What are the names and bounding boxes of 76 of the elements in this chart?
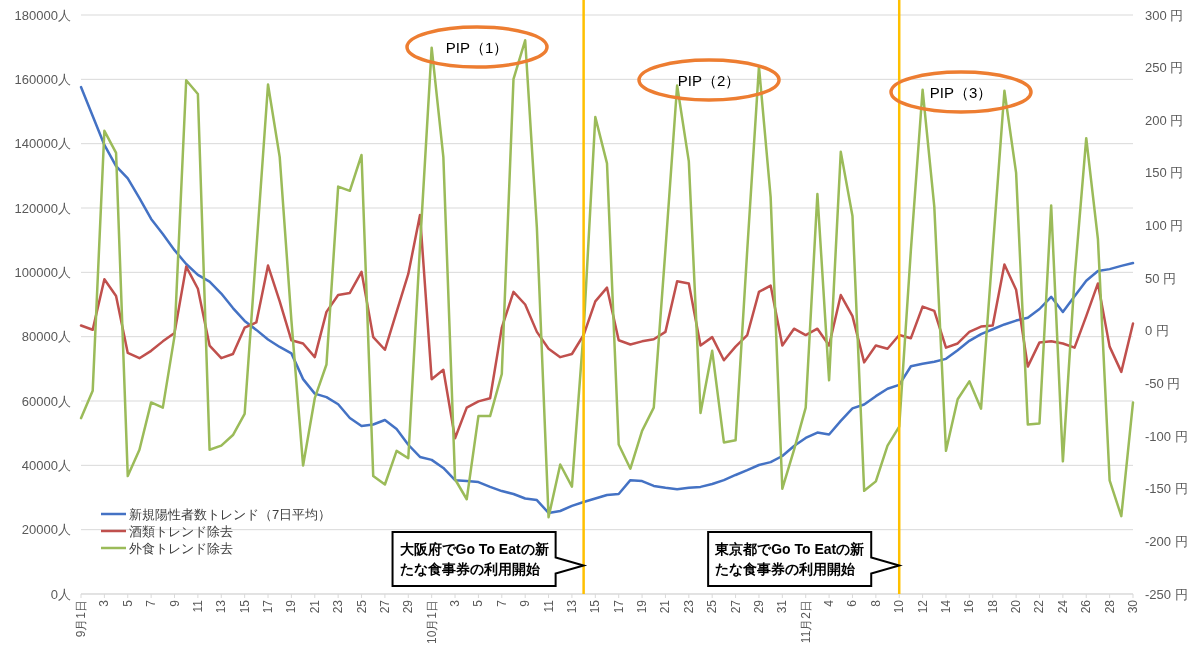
y-tick-label: 180000人 — [14, 7, 71, 23]
x-tick-label: 14 — [938, 599, 953, 614]
y2-tick-label: 0 円 — [1145, 323, 1169, 339]
y2-tick-label: 100 円 — [1145, 218, 1184, 234]
x-tick-label: 13 — [214, 599, 229, 614]
y-tick-label: 120000人 — [14, 200, 71, 216]
x-tick-label: 11 — [541, 599, 556, 613]
x-tick-label: 11 — [190, 599, 205, 613]
x-tick-label: 9 — [167, 599, 182, 607]
annotation: PIP（2） — [677, 71, 741, 89]
x-tick-label: 4 — [822, 599, 837, 607]
x-tick-label: 27 — [728, 599, 743, 614]
y-tick-label: 140000人 — [14, 136, 71, 152]
x-tick-label: 3 — [448, 599, 463, 607]
x-tick-label: 30 — [1126, 599, 1140, 614]
ref-line-label: 大阪府でGo To Eatの新たな食事券の利用開始 — [399, 541, 549, 577]
y2-tick-label: -150 円 — [1145, 481, 1188, 497]
y2-tick-label: 50 円 — [1145, 270, 1177, 286]
x-tick-label: 10月1日 — [424, 600, 439, 645]
x-tick-label: 27 — [377, 599, 392, 614]
x-tick-label: 5 — [120, 599, 135, 607]
y-tick-label: 80000人 — [21, 329, 71, 345]
legend-label: 外食トレンド除去 — [129, 540, 233, 556]
y-tick-label: 100000人 — [14, 264, 71, 280]
x-tick-label: 28 — [1102, 599, 1117, 614]
x-tick-label: 18 — [985, 599, 1000, 614]
x-tick-label: 7 — [494, 599, 509, 607]
x-tick-label: 12 — [915, 599, 930, 614]
y2-tick-label: 200 円 — [1145, 112, 1184, 128]
x-tick-label: 23 — [331, 599, 346, 614]
y2-tick-label: 250 円 — [1145, 60, 1184, 76]
x-tick-label: 9月1日 — [74, 600, 88, 638]
x-tick-label: 22 — [1032, 599, 1047, 614]
annotation: PIP（3） — [929, 83, 993, 101]
x-tick-label: 17 — [261, 599, 276, 614]
x-tick-label: 9 — [518, 599, 533, 607]
x-tick-label: 29 — [751, 599, 766, 614]
x-tick-label: 25 — [354, 599, 369, 614]
x-tick-label: 11月2日 — [798, 600, 813, 644]
x-tick-label: 21 — [307, 599, 322, 614]
x-tick-label: 24 — [1055, 599, 1070, 614]
legend-label: 新規陽性者数トレンド（7日平均） — [129, 506, 332, 522]
legend-label: 酒類トレンド除去 — [129, 523, 233, 539]
y2-tick-label: 150 円 — [1145, 165, 1184, 181]
x-tick-label: 20 — [1009, 599, 1024, 614]
x-tick-label: 3 — [97, 599, 112, 607]
x-tick-label: 29 — [401, 599, 416, 614]
x-tick-label: 31 — [775, 599, 790, 614]
annotation: PIP（1） — [445, 38, 509, 56]
x-tick-label: 23 — [681, 599, 696, 614]
x-tick-label: 8 — [868, 599, 883, 607]
y-tick-label: 0人 — [50, 586, 71, 602]
x-tick-label: 15 — [588, 599, 603, 614]
y2-tick-label: -250 円 — [1145, 586, 1188, 602]
x-tick-label: 19 — [284, 599, 299, 614]
x-tick-label: 17 — [611, 599, 626, 614]
x-tick-label: 26 — [1079, 599, 1094, 614]
x-tick-label: 10 — [892, 599, 907, 614]
x-tick-label: 15 — [237, 599, 252, 614]
x-tick-label: 16 — [962, 599, 977, 614]
x-tick-label: 7 — [144, 599, 159, 607]
x-tick-label: 13 — [564, 599, 579, 614]
x-tick-label: 6 — [845, 599, 860, 607]
x-tick-label: 5 — [471, 599, 486, 607]
x-tick-label: 19 — [635, 599, 650, 614]
y-tick-label: 60000人 — [21, 393, 71, 409]
y-tick-label: 160000人 — [14, 71, 71, 87]
x-tick-label: 21 — [658, 599, 673, 614]
y2-tick-label: 300 円 — [1145, 7, 1184, 23]
y-tick-label: 20000人 — [21, 522, 71, 538]
ref-line-label: 東京都でGo To Eatの新たな食事券の利用開始 — [714, 541, 865, 577]
y2-tick-label: -100 円 — [1145, 428, 1188, 444]
y2-tick-label: -50 円 — [1145, 375, 1181, 391]
y2-tick-label: -200 円 — [1145, 533, 1188, 549]
x-tick-label: 25 — [705, 599, 720, 614]
y-tick-label: 40000人 — [21, 457, 71, 473]
